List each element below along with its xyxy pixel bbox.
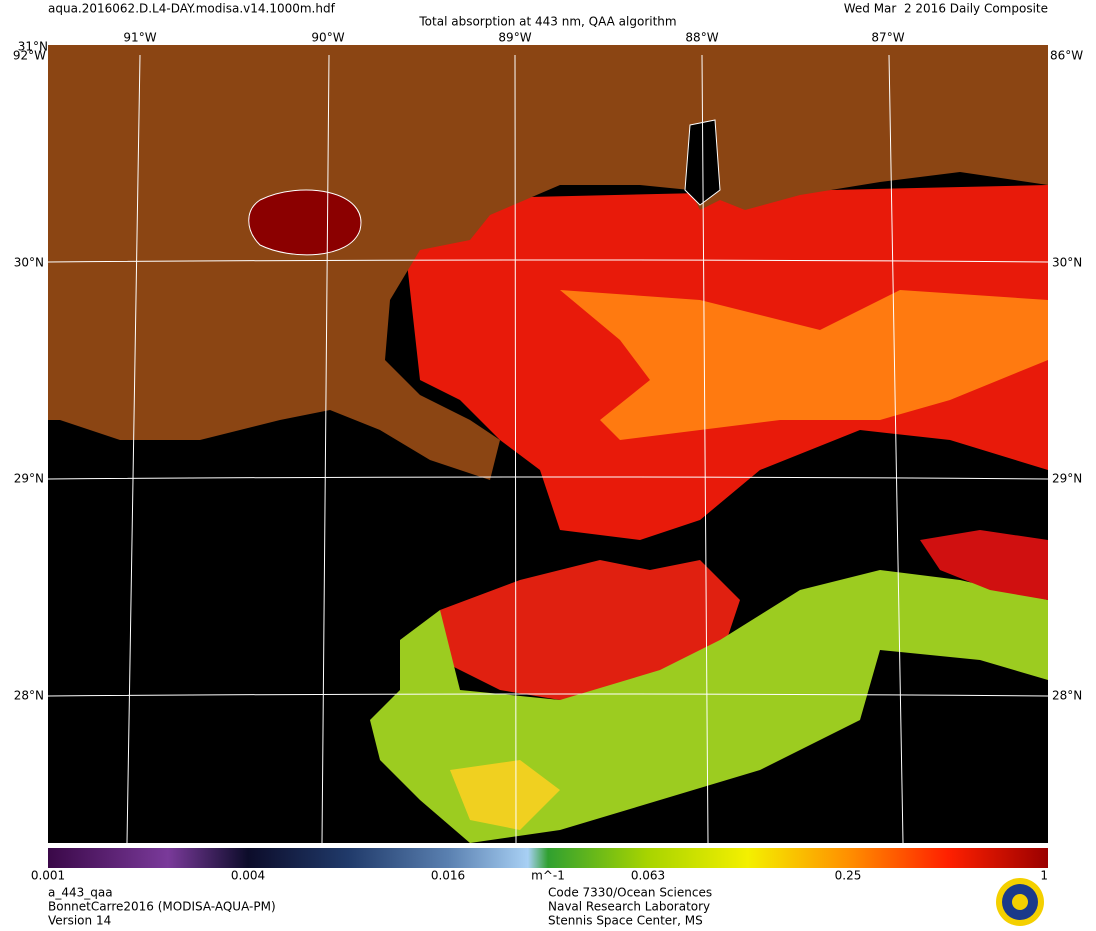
colorbar-unit: m^-1 (531, 869, 565, 883)
lon-label: 89°W (498, 31, 531, 45)
footer-center: Code 7330/Ocean Sciences (548, 886, 712, 900)
colorbar (48, 848, 1048, 868)
plume-orange (560, 290, 1048, 440)
lon-grid (126, 54, 904, 844)
file-name: aqua.2016062.D.L4-DAY.modisa.v14.1000m.h… (48, 2, 336, 16)
red-patch (920, 530, 1048, 600)
corner-lon: 86°W (1050, 49, 1083, 63)
date: Wed Mar 2 2016 Daily Composite (844, 2, 1048, 16)
offshore-red (440, 560, 740, 700)
colorbar-label: 0.001 (31, 869, 65, 883)
colorbar-label: 0.004 (231, 869, 265, 883)
lon-label: 87°W (871, 31, 904, 45)
lat-label: 30°N (1052, 256, 1082, 270)
lon-label: 91°W (123, 31, 156, 45)
footer-left: Version 14 (48, 914, 111, 928)
lat-label: 30°N (14, 256, 44, 270)
land (48, 45, 1048, 480)
lon-label: 88°W (685, 31, 718, 45)
footer-left: a_443_qaa (48, 886, 113, 900)
footer-left: BonnetCarre2016 (MODISA-AQUA-PM) (48, 900, 276, 914)
lat-label: 28°N (1052, 689, 1082, 703)
colorbar-label: 0.25 (835, 869, 862, 883)
footer-center: Stennis Space Center, MS (548, 914, 703, 928)
colorbar-label: 1 (1040, 869, 1048, 883)
corner-lon: 92°W (13, 49, 46, 63)
map (47, 45, 1049, 844)
offshore-yellow (450, 760, 560, 830)
lat-label: 28°N (14, 689, 44, 703)
colorbar-label: 0.063 (631, 869, 665, 883)
lat-label: 29°N (1052, 472, 1082, 486)
lon-label: 90°W (311, 31, 344, 45)
lat-label: 29°N (14, 472, 44, 486)
title: Total absorption at 443 nm, QAA algorith… (418, 15, 676, 29)
corner-lat: 31°N (18, 40, 48, 54)
colorbar-label: 0.016 (431, 869, 465, 883)
lat-grid (47, 259, 1049, 697)
lake (248, 189, 362, 256)
footer-center: Naval Research Laboratory (548, 900, 710, 914)
logo (996, 878, 1044, 926)
